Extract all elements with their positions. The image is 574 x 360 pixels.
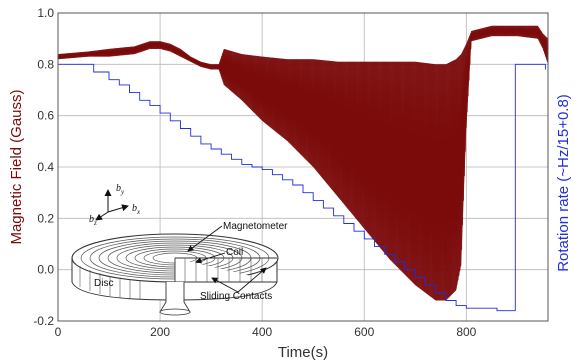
x-tick-label: 800 [456,325,476,339]
y-tick-label: -0.2 [33,314,54,328]
right-axis-label: Rotation rate (~Hz/15+0.8) [555,94,572,272]
rotation-rate-series [58,63,546,312]
disc-illustration [71,233,279,316]
x-tick-label: 200 [150,325,170,339]
y-tick-label: 0.2 [37,211,54,225]
x-axis-label: Time(s) [278,344,328,360]
x-tick-labels: 0 200 400 600 800 [55,325,477,339]
x-tick-label: 0 [55,325,62,339]
axis-label-bz: bz [89,214,97,227]
label-disc: Disc [94,278,113,289]
label-magnetometer: Magnetometer [223,221,288,232]
y-tick-labels: -0.2 0.0 0.2 0.4 0.6 0.8 1.0 [33,6,54,328]
axis-label-by: by [116,183,125,196]
callout-arrows [187,225,267,293]
magnetic-field-series [58,25,548,301]
y-axis-label: Magnetic Field (Gauss) [8,89,25,244]
label-sliding-contacts: Sliding Contacts [200,291,272,302]
plot-frame [57,12,549,322]
axes-glyph: by bz bx [89,183,141,227]
magnetic-field-line [58,25,548,301]
y-tick-label: 0.8 [37,57,54,71]
x-tick-label: 400 [252,325,272,339]
y-tick-label: 0.6 [37,109,54,123]
x-tick-label: 600 [354,325,374,339]
y-tick-label: 1.0 [37,6,54,20]
axis-label-bx: bx [132,203,141,216]
label-coil: Coil [226,247,243,258]
apparatus-inset: by bz bx [71,183,288,316]
y-tick-label: 0.0 [37,263,54,277]
rotation-rate-line [58,63,546,312]
y-tick-label: 0.4 [37,160,54,174]
